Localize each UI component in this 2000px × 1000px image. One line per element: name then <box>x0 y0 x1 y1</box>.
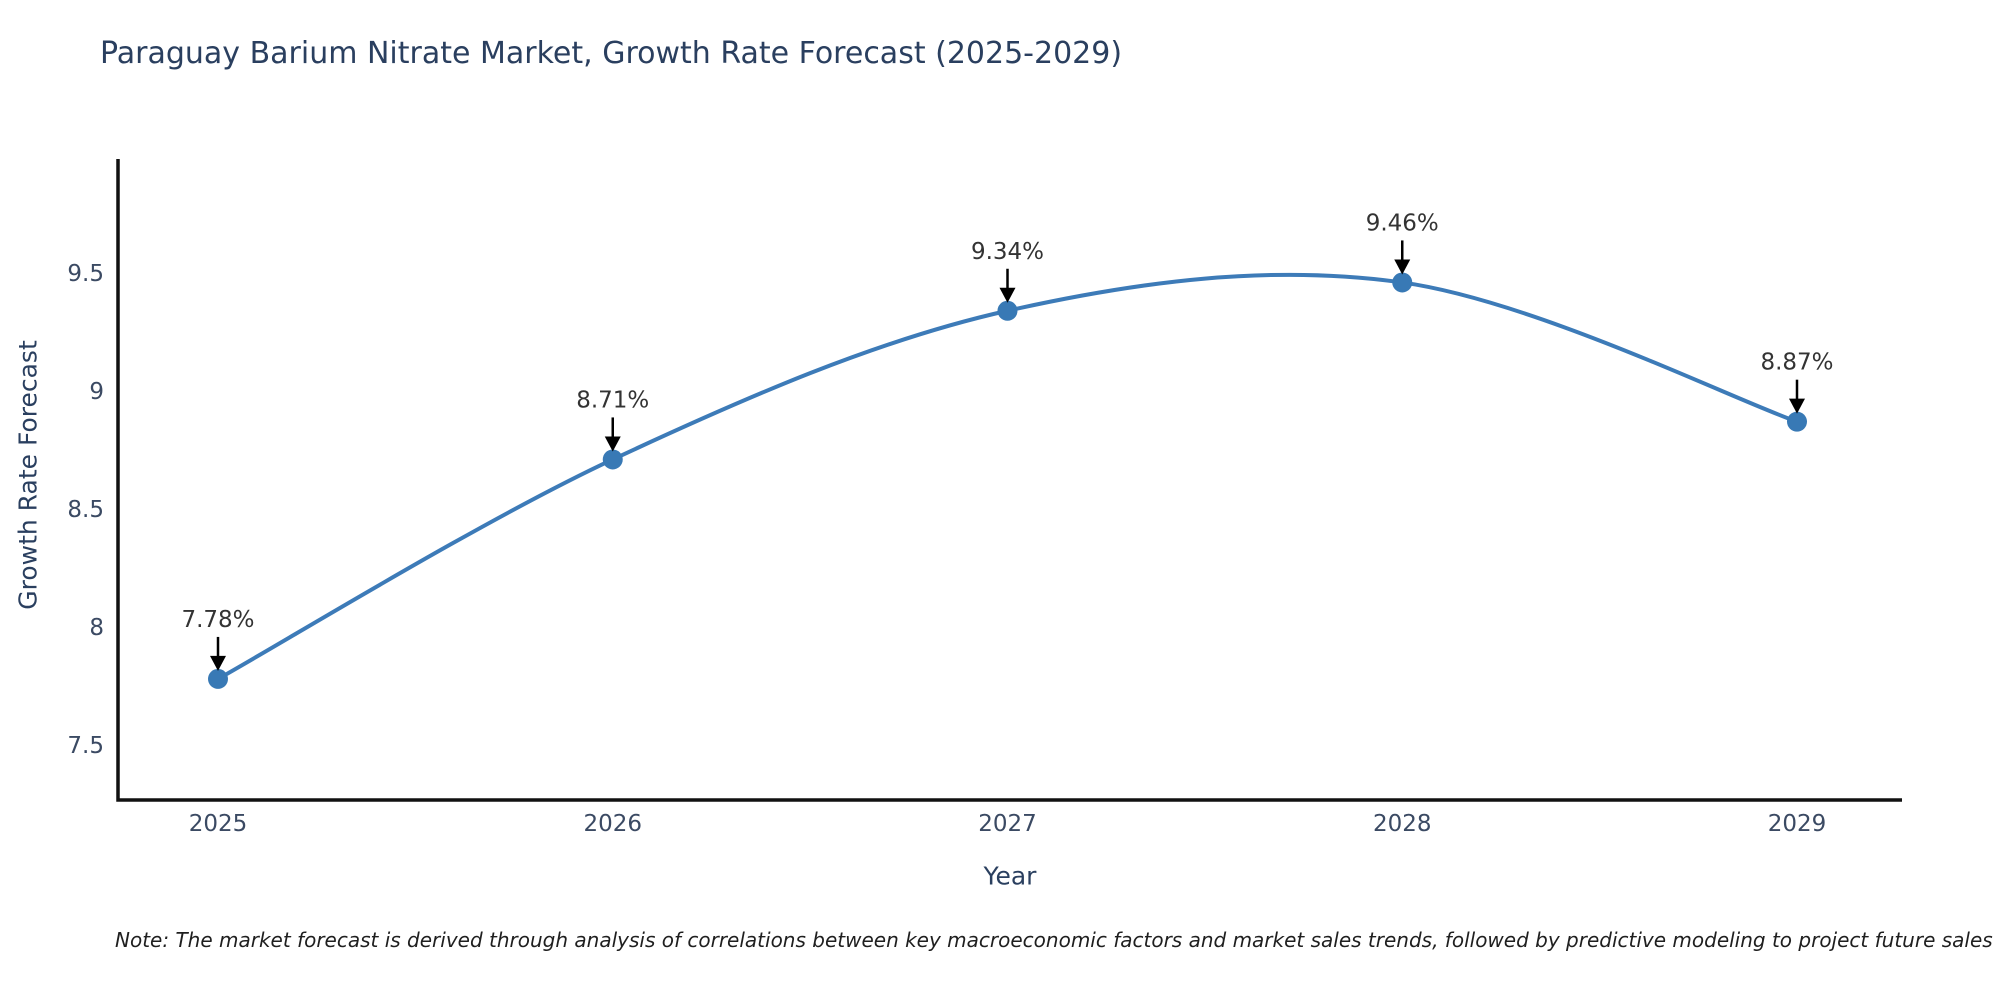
point-value-label: 9.46% <box>1366 210 1439 236</box>
x-tick-label: 2029 <box>1768 811 1827 837</box>
annotation-arrowhead-icon <box>210 655 226 671</box>
y-tick-label: 7.5 <box>67 733 104 759</box>
annotation-arrowhead-icon <box>1789 398 1805 414</box>
point-value-label: 8.87% <box>1760 350 1833 376</box>
x-tick-label: 2027 <box>978 811 1037 837</box>
y-axis-title: Growth Rate Forecast <box>13 340 43 610</box>
point-value-label: 7.78% <box>181 607 254 633</box>
x-tick-label: 2028 <box>1373 811 1432 837</box>
chart-title: Paraguay Barium Nitrate Market, Growth R… <box>100 36 1123 71</box>
annotation-arrowhead-icon <box>1394 259 1411 275</box>
annotation-arrowhead-icon <box>604 436 621 452</box>
x-tick-label: 2026 <box>583 811 642 837</box>
y-tick-label: 9 <box>89 379 104 405</box>
data-point-2027[interactable] <box>997 300 1018 321</box>
axis-spines <box>116 159 1902 802</box>
data-point-2026[interactable] <box>602 449 623 470</box>
point-value-label: 9.34% <box>971 239 1044 265</box>
y-tick-label: 8 <box>89 615 104 641</box>
y-tick-label: 9.5 <box>67 261 104 287</box>
data-point-2025[interactable] <box>208 668 228 689</box>
footnote: Note: The market forecast is derived thr… <box>115 928 1993 952</box>
forecast-line <box>217 272 1798 681</box>
annotation-arrowhead-icon <box>999 287 1016 303</box>
x-axis-title: Year <box>983 861 1037 891</box>
x-tick-label: 2025 <box>189 811 248 837</box>
data-point-2029[interactable] <box>1787 411 1807 432</box>
point-value-label: 8.71% <box>576 387 649 413</box>
data-point-2028[interactable] <box>1392 272 1413 293</box>
y-tick-label: 8.5 <box>67 497 104 523</box>
